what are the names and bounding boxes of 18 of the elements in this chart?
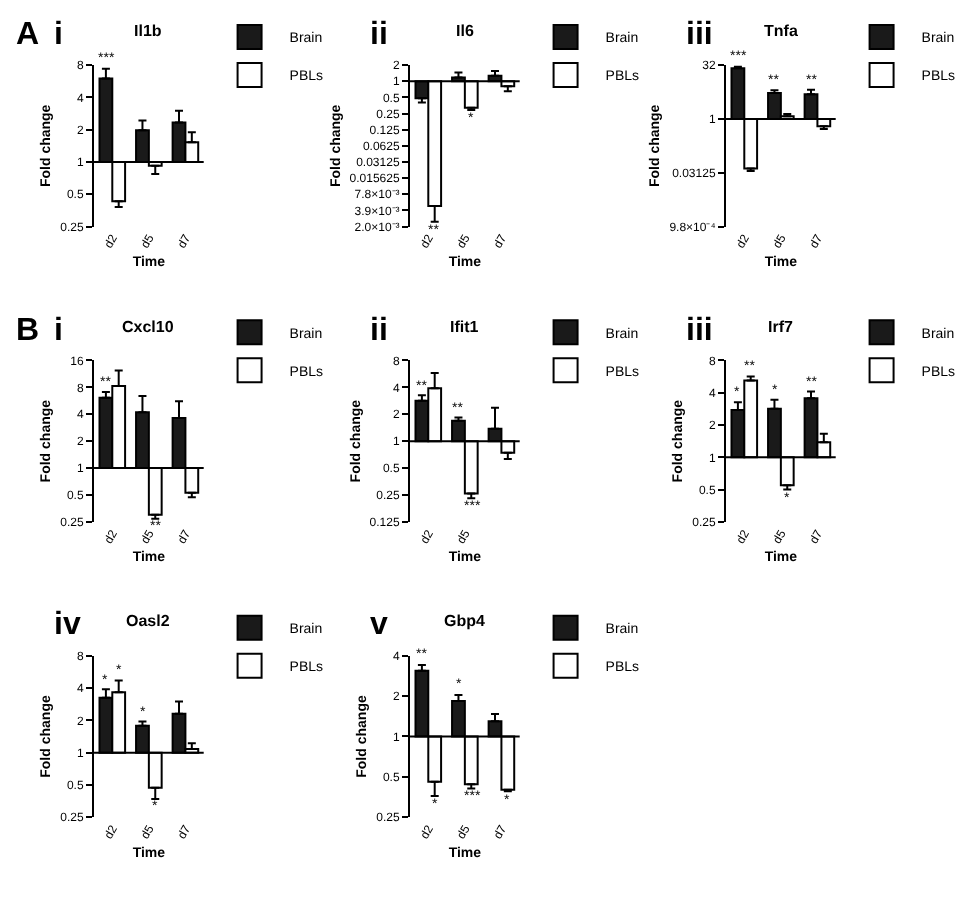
chart-title: Oasl2 — [126, 612, 171, 630]
chart-title: Ifit1 — [450, 318, 480, 336]
text: i — [54, 314, 63, 348]
text: ii — [370, 18, 388, 52]
text: B — [16, 314, 40, 348]
chart-title: Irf7 — [768, 318, 794, 336]
chart-title: Il1b — [134, 22, 162, 40]
chart-title: Il6 — [456, 22, 475, 40]
text: iii — [686, 18, 713, 52]
text: i — [54, 18, 63, 52]
text: ii — [370, 314, 388, 348]
chart-title: Gbp4 — [444, 612, 486, 630]
text: v — [370, 608, 388, 642]
chart-title: Tnfa — [764, 22, 799, 40]
text: iii — [686, 314, 713, 348]
text: iv — [54, 608, 81, 642]
text: A — [16, 18, 40, 52]
chart-title: Cxcl10 — [122, 318, 175, 336]
